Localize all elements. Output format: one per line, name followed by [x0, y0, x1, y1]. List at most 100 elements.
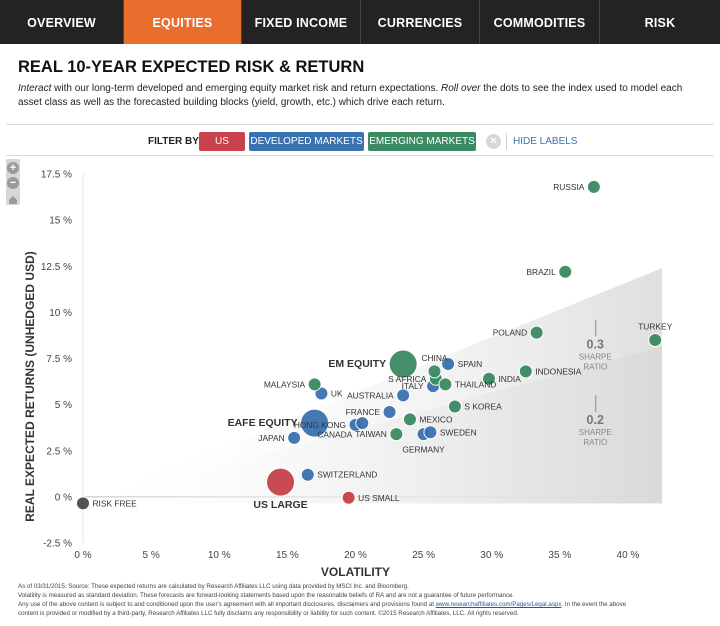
- y-tick-label: 15 %: [49, 216, 72, 227]
- tab-commodities[interactable]: COMMODITIES: [480, 0, 600, 44]
- data-point[interactable]: [396, 388, 411, 403]
- data-point[interactable]: [355, 416, 370, 431]
- data-point[interactable]: [341, 490, 356, 505]
- data-point[interactable]: [307, 377, 322, 392]
- data-point[interactable]: [287, 430, 302, 445]
- hide-labels-link[interactable]: HIDE LABELS: [513, 136, 578, 147]
- sharpe-caption: RATIO: [583, 363, 607, 372]
- tab-currencies[interactable]: CURRENCIES: [361, 0, 480, 44]
- point-label: ITALY: [402, 381, 424, 391]
- point-label: BRAZIL: [526, 267, 556, 277]
- footer-line-3b: . In the event the above: [561, 601, 627, 608]
- nav-tab-bar: OVERVIEW EQUITIES FIXED INCOME CURRENCIE…: [0, 0, 720, 44]
- divider: [6, 155, 714, 156]
- y-tick-label: 5 %: [55, 400, 72, 411]
- point-label: CHINA: [421, 353, 447, 363]
- data-point[interactable]: [447, 399, 462, 414]
- point-label: S AFRICA: [388, 374, 427, 384]
- point-label: MALAYSIA: [264, 379, 306, 389]
- y-tick-label: 17.5 %: [41, 170, 72, 181]
- y-tick-label: 0 %: [55, 492, 72, 503]
- zoom-control: + −: [6, 159, 20, 205]
- data-point[interactable]: [423, 425, 438, 440]
- point-label: AUSTRALIA: [347, 390, 394, 400]
- data-point[interactable]: [648, 333, 663, 348]
- data-point[interactable]: [382, 405, 397, 420]
- point-label: SWEDEN: [440, 427, 477, 437]
- point-label: SPAIN: [458, 359, 483, 369]
- clear-filter-icon[interactable]: ×: [486, 134, 501, 149]
- x-tick-label: 5 %: [143, 550, 160, 561]
- footer-line-3a: Any use of the above content is subject …: [18, 601, 436, 608]
- filter-developed-button[interactable]: DEVELOPED MARKETS: [249, 132, 364, 151]
- data-point[interactable]: [586, 179, 601, 194]
- point-label: GERMANY: [402, 445, 445, 455]
- x-tick-label: 0 %: [74, 550, 91, 561]
- data-point[interactable]: [300, 467, 315, 482]
- data-point[interactable]: [402, 412, 417, 427]
- tab-risk[interactable]: RISK: [644, 16, 676, 30]
- data-point[interactable]: [481, 371, 496, 386]
- data-point[interactable]: [300, 408, 330, 438]
- y-tick-label: 12.5 %: [41, 262, 72, 273]
- filter-emerging-button[interactable]: EMERGING MARKETS: [368, 132, 476, 151]
- intro-text-1: with our long-term developed and emergin…: [51, 83, 442, 94]
- data-point[interactable]: [438, 377, 453, 392]
- x-tick-label: 40 %: [617, 550, 640, 561]
- filter-bar: FILTER BY: US DEVELOPED MARKETS EMERGING…: [0, 132, 720, 152]
- sharpe-cone-inner: [83, 346, 662, 504]
- sharpe-caption: SHARPE: [579, 428, 612, 437]
- divider: [6, 124, 714, 125]
- sharpe-value-label: 0.3: [587, 337, 604, 351]
- point-label: JAPAN: [258, 433, 284, 443]
- filter-us-button[interactable]: US: [199, 132, 245, 151]
- home-icon[interactable]: [8, 192, 18, 204]
- footer-disclaimer: As of 03/31/2015. Source: These expected…: [18, 582, 708, 618]
- x-axis-title: VOLATILITY: [321, 565, 390, 579]
- sharpe-caption: SHARPE: [579, 352, 612, 361]
- y-tick-label: -2.5 %: [43, 539, 72, 550]
- footer-line-2: Volatility is measured as standard devia…: [18, 592, 515, 599]
- x-tick-label: 20 %: [344, 550, 367, 561]
- point-label: TURKEY: [638, 322, 672, 332]
- point-label: POLAND: [493, 328, 527, 338]
- zoom-out-icon[interactable]: −: [7, 177, 19, 189]
- footer-line-3: Any use of the above content is subject …: [18, 600, 708, 609]
- point-label: EM EQUITY: [328, 358, 386, 370]
- point-label: US LARGE: [253, 499, 307, 511]
- point-label: US SMALL: [358, 493, 400, 503]
- point-label: HONG KONG: [294, 420, 346, 430]
- tab-overview[interactable]: OVERVIEW: [0, 0, 124, 44]
- footer-line-1: As of 03/31/2015. Source: These expected…: [18, 583, 409, 590]
- data-point[interactable]: [76, 496, 90, 511]
- point-label: RISK FREE: [93, 498, 138, 508]
- data-point[interactable]: [441, 357, 456, 372]
- data-point[interactable]: [266, 467, 296, 497]
- data-point[interactable]: [388, 349, 418, 379]
- data-point[interactable]: [518, 364, 533, 379]
- data-point[interactable]: [389, 427, 404, 442]
- tab-equities[interactable]: EQUITIES: [124, 0, 242, 44]
- data-point[interactable]: [529, 325, 544, 340]
- intro-text-2: the dots to see the index used to model …: [18, 83, 683, 108]
- zoom-in-icon[interactable]: +: [7, 162, 19, 174]
- intro-rollover: Roll over: [441, 83, 481, 94]
- point-label: INDIA: [498, 374, 521, 384]
- y-tick-label: 7.5 %: [46, 354, 72, 365]
- x-tick-label: 35 %: [548, 550, 571, 561]
- point-label: S KOREA: [464, 401, 502, 411]
- data-point[interactable]: [427, 364, 442, 379]
- tab-fixed-income[interactable]: FIXED INCOME: [242, 0, 361, 44]
- page-title: REAL 10-YEAR EXPECTED RISK & RETURN: [18, 58, 365, 76]
- point-label: UK: [331, 389, 343, 399]
- point-label: MEXICO: [419, 414, 453, 424]
- intro-interact: Interact: [18, 83, 52, 94]
- x-tick-label: 30 %: [480, 550, 503, 561]
- legal-link[interactable]: www.researchaffiliates.com/Pages/Legal.a…: [435, 601, 562, 608]
- y-tick-label: 10 %: [49, 308, 72, 319]
- intro-text: Interact with our long-term developed an…: [18, 82, 698, 110]
- point-label: CANADA: [317, 430, 352, 440]
- data-point[interactable]: [558, 264, 573, 279]
- point-label: THAILAND: [455, 379, 496, 389]
- footer-line-4: content is provided or modified by a thi…: [18, 610, 519, 617]
